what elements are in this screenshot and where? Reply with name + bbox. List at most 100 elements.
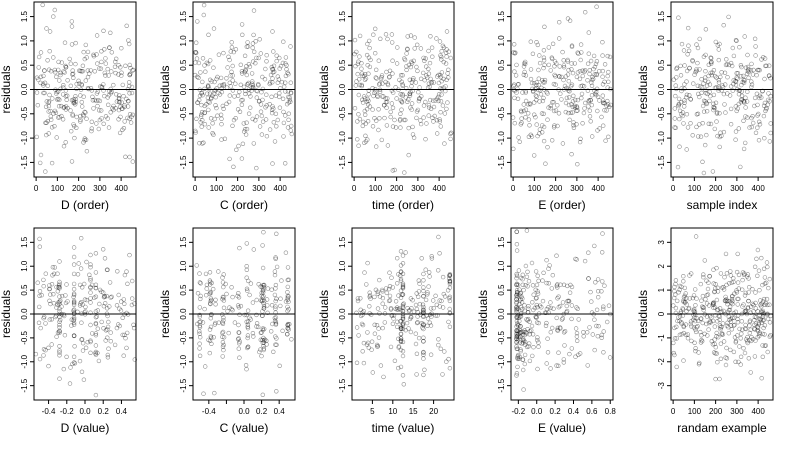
data-point <box>246 91 252 96</box>
data-point <box>381 94 386 99</box>
data-point <box>400 271 406 276</box>
data-point <box>711 350 717 355</box>
data-point <box>425 290 430 295</box>
data-point <box>537 131 542 136</box>
data-point <box>535 273 540 278</box>
data-point <box>127 72 132 77</box>
data-point <box>286 100 291 105</box>
data-point <box>93 285 99 291</box>
data-point <box>227 305 232 310</box>
data-point <box>717 323 723 328</box>
data-point <box>270 321 275 327</box>
data-point <box>695 111 701 117</box>
x-tick-label: 0.4 <box>568 407 580 416</box>
data-point <box>261 306 267 311</box>
data-point <box>219 137 224 142</box>
data-point <box>102 256 108 261</box>
data-point <box>768 333 773 338</box>
data-point <box>698 281 703 287</box>
data-point <box>71 298 77 304</box>
data-point <box>517 333 523 339</box>
data-point <box>388 307 394 312</box>
data-point <box>201 2 207 8</box>
data-point <box>535 305 540 310</box>
data-point <box>424 73 429 78</box>
data-point <box>55 289 60 294</box>
data-point <box>196 75 201 81</box>
data-point <box>403 95 408 100</box>
data-point <box>224 76 229 81</box>
data-point <box>75 272 81 277</box>
data-point <box>209 297 214 303</box>
data-point <box>236 330 242 335</box>
data-point <box>671 295 677 301</box>
data-point <box>44 120 49 126</box>
data-point <box>569 284 575 290</box>
data-point <box>727 304 733 309</box>
x-tick-label: 100 <box>688 407 702 416</box>
data-point <box>81 94 86 99</box>
data-point <box>43 321 48 326</box>
data-point <box>129 302 135 308</box>
data-point <box>78 117 83 123</box>
data-point <box>79 337 84 342</box>
data-point <box>753 300 758 306</box>
data-point <box>260 326 265 331</box>
data-point <box>701 307 706 313</box>
data-point <box>586 276 591 281</box>
data-point <box>218 112 224 118</box>
data-point <box>742 100 747 105</box>
data-point <box>364 52 370 58</box>
data-point <box>71 320 77 326</box>
data-point <box>733 338 739 344</box>
x-tick-label: 300 <box>93 184 107 193</box>
data-point <box>390 168 395 173</box>
data-point <box>763 343 768 348</box>
y-tick-label: 1.0 <box>179 260 188 272</box>
data-point <box>377 294 383 299</box>
data-point <box>58 298 63 303</box>
data-point <box>442 349 447 354</box>
data-point <box>602 283 607 288</box>
data-point <box>687 296 692 301</box>
data-point <box>374 67 379 73</box>
data-point <box>745 68 751 74</box>
data-point <box>394 305 400 310</box>
data-point <box>388 306 394 311</box>
data-point <box>685 52 690 57</box>
data-point <box>747 318 753 323</box>
data-point <box>721 23 726 28</box>
data-point <box>674 86 679 92</box>
data-point <box>514 336 519 342</box>
data-point <box>760 314 766 319</box>
data-point <box>286 94 291 100</box>
y-tick-label: 1.0 <box>179 35 188 47</box>
data-point <box>277 66 282 71</box>
data-point <box>360 73 365 79</box>
y-axis-label: residuals <box>636 290 650 338</box>
data-point <box>379 73 385 78</box>
data-point <box>719 133 724 139</box>
data-point <box>709 339 714 344</box>
data-point <box>352 105 358 111</box>
data-point <box>752 95 758 101</box>
data-point <box>284 63 289 68</box>
data-point <box>419 321 424 326</box>
data-point <box>121 353 126 358</box>
data-point <box>354 325 360 330</box>
data-point <box>691 312 696 318</box>
data-point <box>57 350 62 355</box>
data-point <box>681 48 687 53</box>
data-point <box>700 293 706 299</box>
data-point <box>273 342 278 347</box>
data-point <box>367 290 372 295</box>
data-point <box>389 88 395 93</box>
data-point <box>213 103 218 108</box>
data-point <box>38 50 44 55</box>
data-point <box>254 321 260 326</box>
data-point <box>200 56 206 61</box>
data-point <box>681 279 686 284</box>
data-point <box>597 126 602 131</box>
data-point <box>546 266 551 271</box>
data-point <box>530 353 535 359</box>
